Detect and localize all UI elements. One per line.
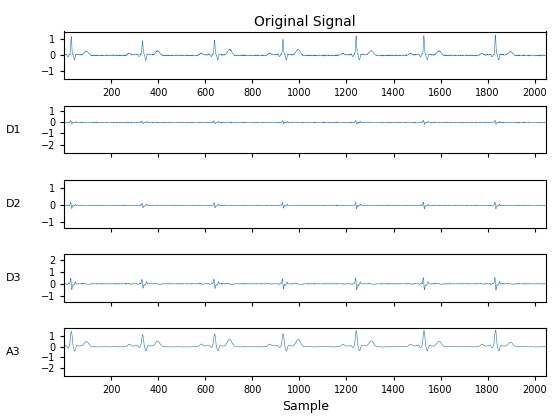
Y-axis label: D2: D2 [6, 199, 21, 209]
X-axis label: Sample: Sample [282, 401, 329, 413]
Title: Original Signal: Original Signal [254, 15, 356, 29]
Y-axis label: A3: A3 [6, 347, 21, 357]
Y-axis label: D3: D3 [6, 273, 21, 283]
Y-axis label: D1: D1 [6, 125, 21, 134]
